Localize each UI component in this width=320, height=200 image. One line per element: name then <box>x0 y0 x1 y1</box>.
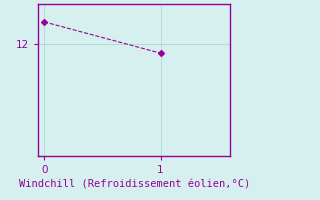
X-axis label: Windchill (Refroidissement éolien,°C): Windchill (Refroidissement éolien,°C) <box>19 179 250 189</box>
